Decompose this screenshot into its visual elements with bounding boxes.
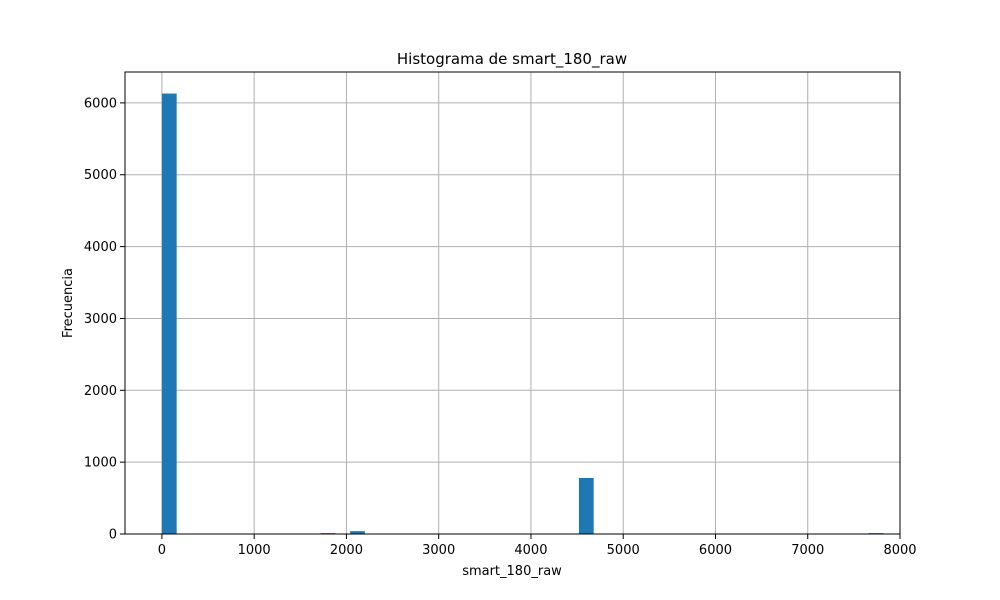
histogram-bar-3 [578,477,594,534]
y-tick-label-6: 6000 [84,96,117,111]
x-tick-label-8: 8000 [883,543,916,558]
x-axis-title: smart_180_raw [462,564,562,579]
histogram-bar-0 [161,93,177,534]
histogram-bar-2 [350,531,365,534]
y-tick-label-2: 2000 [84,384,117,399]
x-tick-label-7: 7000 [791,543,824,558]
y-tick-label-0: 0 [109,528,117,543]
x-tick-label-2: 2000 [330,543,363,558]
x-tick-label-6: 6000 [699,543,732,558]
y-axis: 0 1000 2000 3000 4000 5000 6000 [84,96,125,543]
x-tick-label-5: 5000 [607,543,640,558]
x-axis: 0 1000 2000 3000 4000 5000 6000 7000 8000 [158,534,917,558]
plot-area-frame [124,71,901,535]
y-axis-title: Frecuencia [61,268,76,338]
y-tick-label-5: 5000 [84,168,117,183]
x-tick-label-1: 1000 [238,543,271,558]
x-tick-label-3: 3000 [422,543,455,558]
y-tick-label-1: 1000 [84,456,117,471]
y-tick-label-3: 3000 [84,312,117,327]
x-tick-label-0: 0 [158,543,166,558]
chart-title: Histograma de smart_180_raw [397,50,627,69]
histogram-bars [161,93,884,534]
x-tick-label-4: 4000 [514,543,547,558]
y-tick-label-4: 4000 [84,240,117,255]
